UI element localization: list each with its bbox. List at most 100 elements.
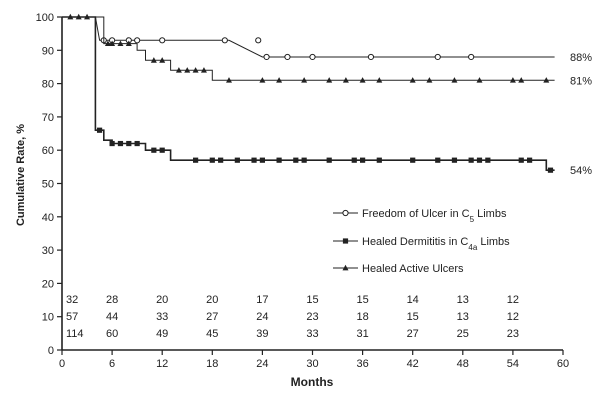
data-point — [96, 127, 103, 133]
data-point — [376, 157, 382, 163]
legend-marker — [342, 209, 349, 217]
data-point — [276, 157, 282, 163]
at-risk-value: 45 — [206, 328, 218, 340]
y-tick-label: 70 — [42, 112, 54, 124]
data-point — [75, 13, 82, 20]
end-value-label: 81% — [570, 75, 592, 87]
series-line — [62, 16, 555, 58]
data-point — [326, 157, 332, 163]
at-risk-value: 13 — [457, 294, 469, 306]
data-point — [409, 77, 416, 83]
legend-label: Healed Dermititis in C4a Limbs — [362, 236, 510, 252]
at-risk-value: 13 — [457, 311, 469, 323]
data-point — [104, 40, 111, 47]
at-risk-table: 32 28 20 20 17 15 15 14 13 12 57 44 33 27 24 23 18 15 13 12… — [66, 294, 519, 340]
at-risk-value: 25 — [457, 328, 469, 340]
x-axis-label: Months — [291, 375, 334, 389]
y-tick-label: 60 — [42, 145, 54, 157]
at-risk-value: 33 — [156, 311, 168, 323]
x-tick-label: 36 — [356, 358, 368, 370]
data-point — [527, 157, 533, 163]
y-tick-label: 0 — [48, 345, 54, 357]
legend-label: Freedom of Ulcer in C5 Limbs — [362, 208, 507, 224]
data-point — [193, 157, 199, 163]
data-point — [476, 77, 483, 83]
data-point — [159, 57, 166, 63]
data-point — [150, 57, 157, 63]
at-risk-value: 28 — [106, 294, 118, 306]
series-line — [62, 16, 555, 81]
data-point — [518, 77, 525, 83]
x-tick-label: 48 — [457, 358, 469, 370]
data-point — [259, 157, 265, 163]
at-risk-value: 60 — [106, 328, 118, 340]
data-point — [547, 167, 554, 173]
x-tick-label: 54 — [507, 358, 519, 370]
at-risk-value: 27 — [206, 311, 218, 323]
at-risk-value: 44 — [106, 311, 118, 323]
data-point — [251, 157, 257, 163]
data-point — [226, 77, 232, 83]
data-point — [259, 77, 266, 83]
data-point — [125, 40, 132, 47]
data-point — [200, 67, 207, 73]
data-point — [221, 37, 228, 44]
data-point — [175, 67, 182, 73]
data-point — [159, 37, 166, 44]
data-point — [518, 157, 524, 163]
x-tick-label: 30 — [306, 358, 318, 370]
end-value-label: 54% — [570, 165, 592, 177]
data-point — [485, 157, 491, 163]
x-tick-label: 18 — [206, 358, 218, 370]
data-point — [284, 53, 291, 61]
at-risk-value: 24 — [256, 311, 268, 323]
data-point — [435, 157, 441, 163]
data-point — [543, 77, 550, 83]
data-point — [117, 140, 124, 147]
data-point — [192, 67, 199, 73]
at-risk-value: 14 — [407, 294, 419, 306]
data-point — [301, 157, 307, 163]
at-risk-value: 27 — [407, 328, 419, 340]
at-risk-value: 15 — [407, 311, 419, 323]
axes: 0 6 12 18 24 30 36 42 48 54 60 0 10 20 30 40 50 60 70 80 90 1… — [36, 12, 569, 370]
data-point — [468, 53, 475, 61]
data-point — [159, 147, 165, 153]
legend-label: Healed Active Ulcers — [362, 263, 464, 275]
data-point — [134, 37, 141, 44]
legend-marker — [342, 264, 349, 271]
data-point — [309, 53, 316, 61]
legend: Freedom of Ulcer in C5 Limbs Healed Dermi… — [333, 208, 510, 275]
at-risk-value: 23 — [507, 328, 519, 340]
data-point — [263, 53, 270, 61]
data-point — [351, 157, 357, 163]
data-point — [234, 157, 240, 163]
at-risk-value: 32 — [66, 294, 78, 306]
x-tick-label: 42 — [407, 358, 419, 370]
x-tick-label: 24 — [256, 358, 268, 370]
y-tick-label: 30 — [42, 245, 54, 257]
at-risk-value: 20 — [206, 294, 218, 306]
series-3 — [62, 13, 555, 83]
data-point — [184, 67, 191, 73]
data-point — [360, 157, 366, 163]
at-risk-value: 31 — [356, 328, 368, 340]
data-point — [451, 77, 458, 83]
data-point — [151, 147, 157, 153]
data-point — [359, 77, 366, 83]
data-point — [434, 53, 441, 61]
at-risk-value: 20 — [156, 294, 168, 306]
end-value-label: 88% — [570, 52, 592, 64]
data-point — [468, 157, 474, 163]
data-point — [476, 157, 483, 163]
data-point — [209, 157, 215, 163]
x-tick-label: 60 — [557, 358, 569, 370]
at-risk-value: 12 — [507, 311, 519, 323]
legend-marker — [342, 238, 349, 244]
data-point — [109, 140, 115, 147]
data-point — [376, 77, 383, 83]
data-point — [67, 13, 74, 20]
data-point — [410, 157, 416, 163]
